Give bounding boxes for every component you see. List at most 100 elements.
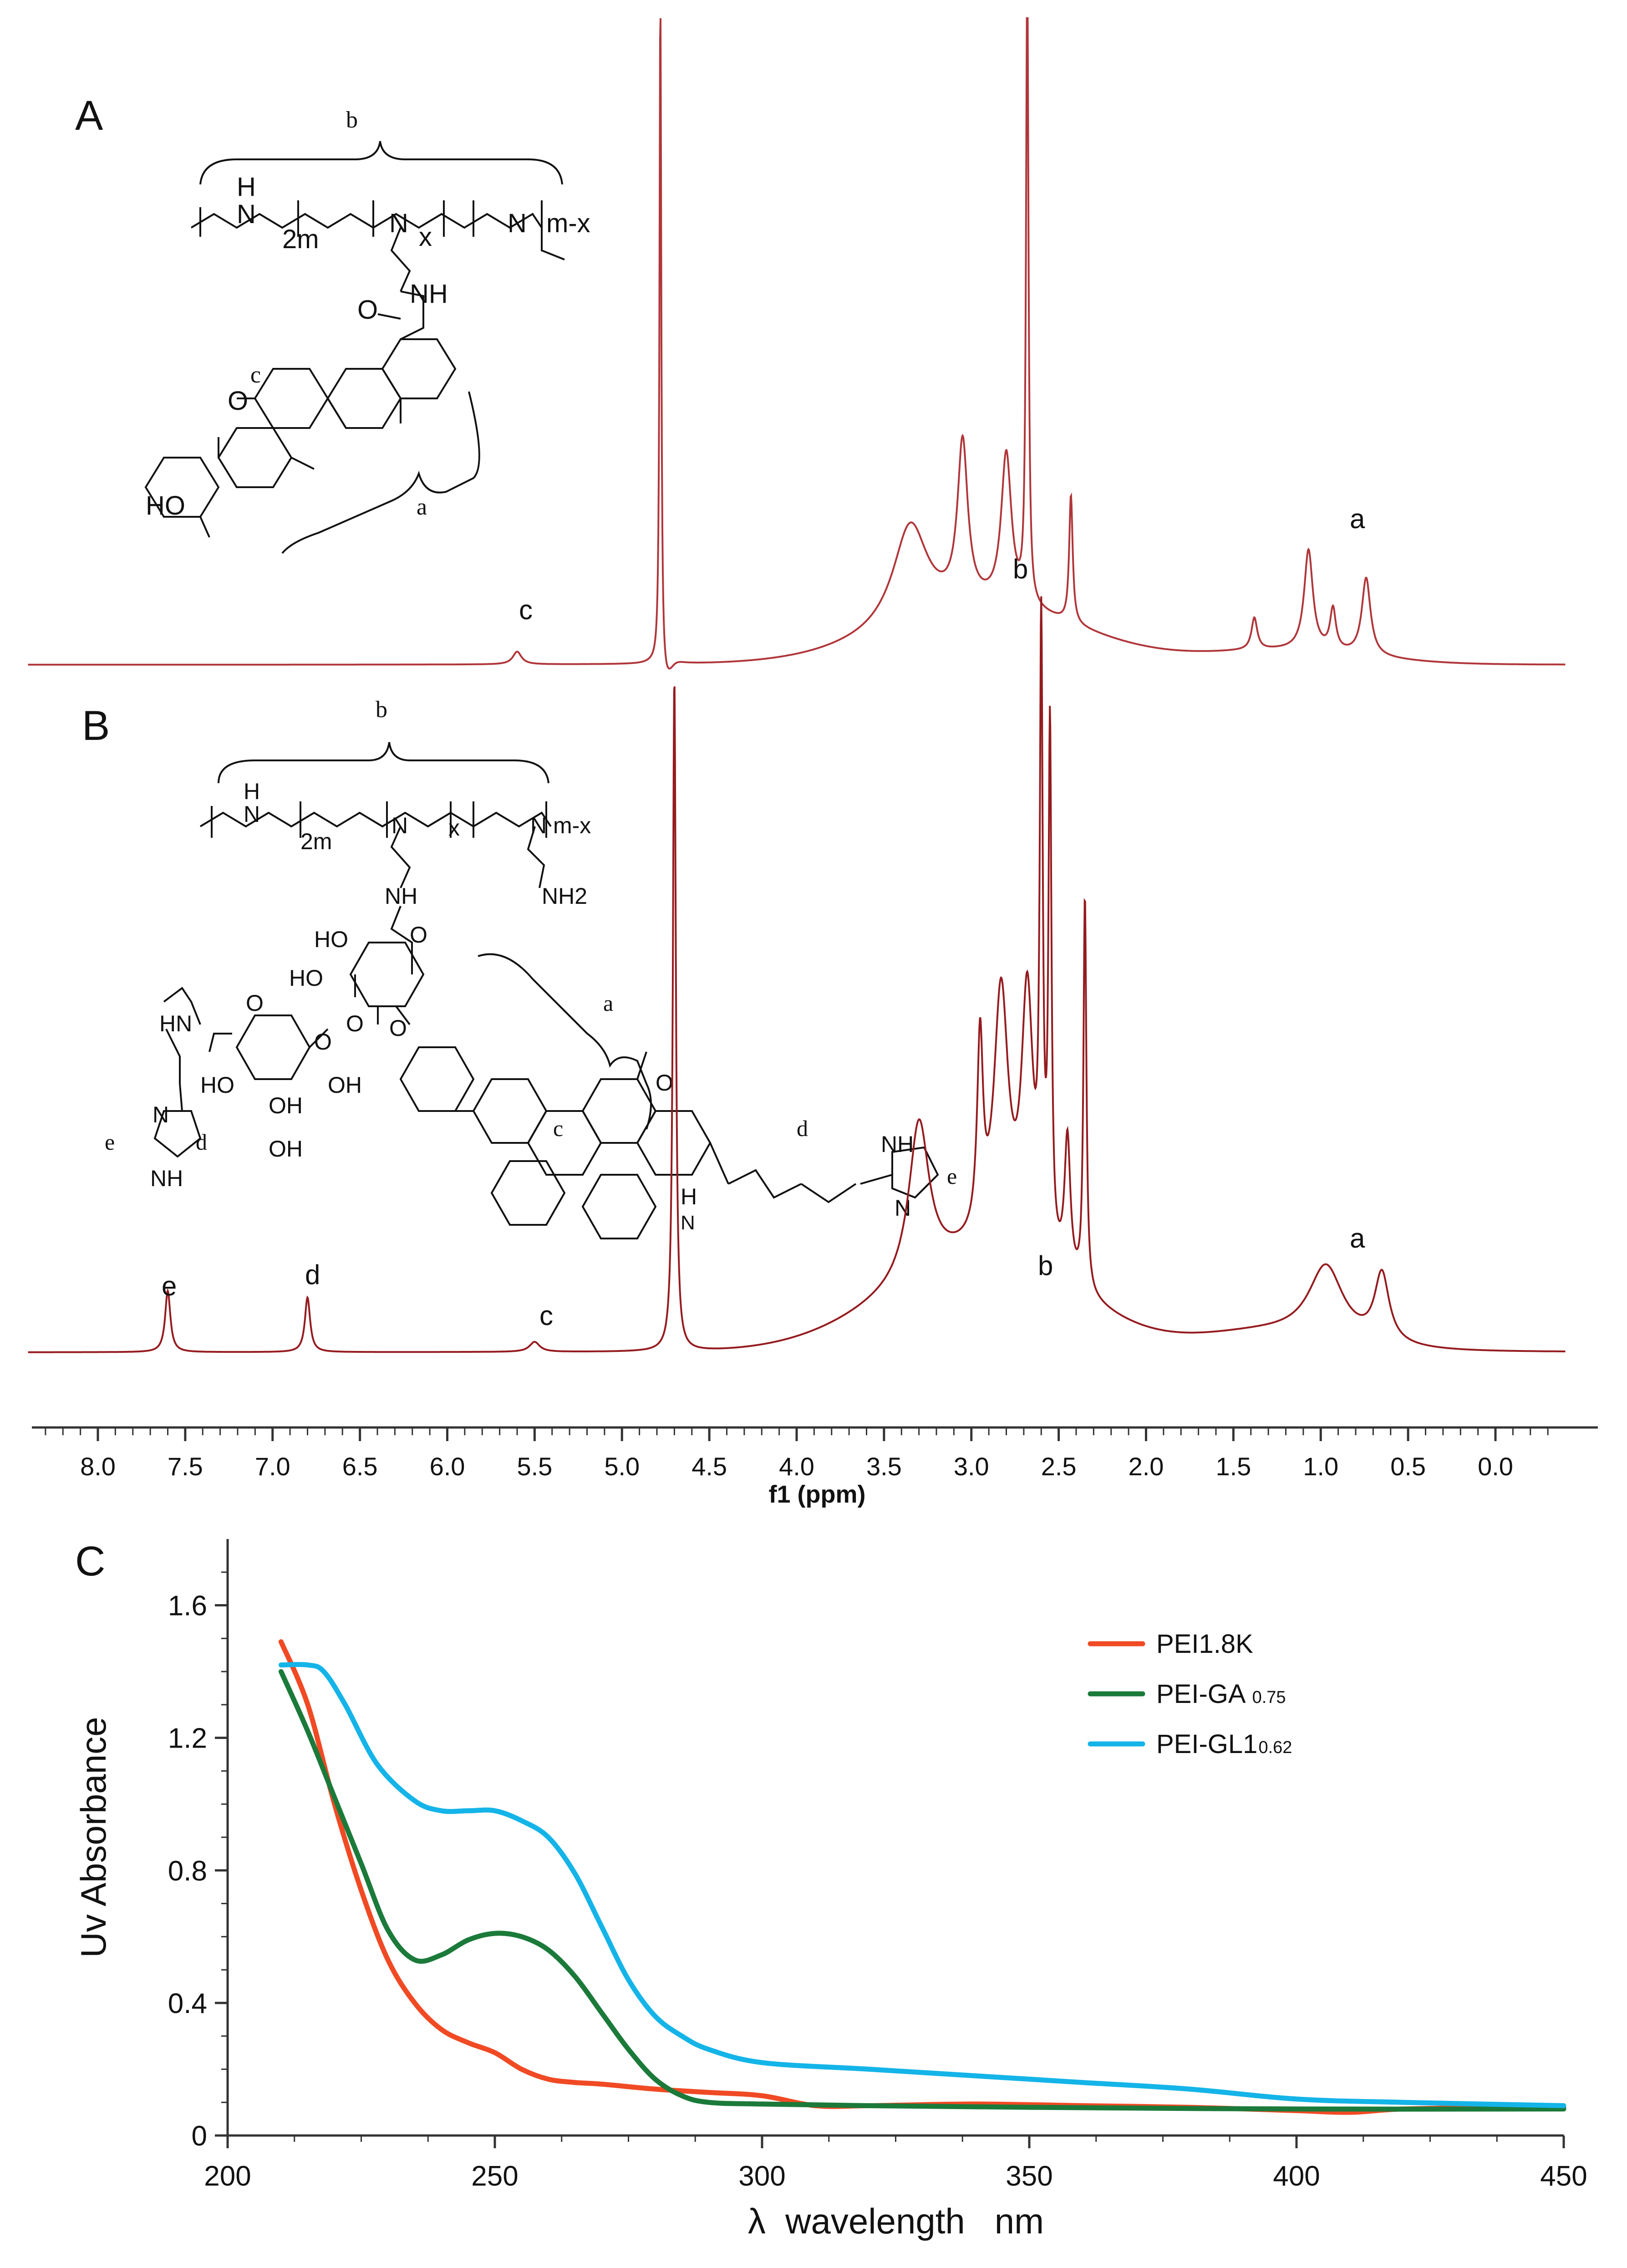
uv-lines	[278, 1639, 1566, 2115]
structure-b-atom-nh: NH	[385, 883, 417, 909]
panel-letter-a: A	[75, 92, 103, 139]
structure-b-atom-n2: N	[391, 813, 408, 838]
nmr-tick-label: 4.5	[691, 1452, 727, 1481]
nmr-a-trace	[28, 17, 1566, 670]
uv-legend: PEI1.8K PEI-GA 0.75 PEI-GL10.62	[1088, 1629, 1292, 1759]
nmr-tick-label: 3.5	[866, 1452, 902, 1481]
uv-x-tick-label: 250	[471, 2161, 518, 2192]
nmr-spectrum-b	[28, 596, 1566, 1353]
structure-b-brace-label: b	[376, 697, 387, 723]
nmr-axis-label: f1 (ppm)	[769, 1481, 866, 1508]
legend-label-pei-gl: PEI-GL10.62	[1156, 1729, 1292, 1759]
structure-b-atom-nh-ring: NH	[150, 1166, 183, 1191]
structure-a-sub-mx: m-x	[546, 209, 590, 238]
structure-b-atom-o3: O	[314, 1029, 332, 1055]
nmr-b-peak-label-c: c	[539, 1300, 553, 1331]
structure-b-atom-nh-right: NH	[881, 1131, 914, 1157]
structure-b-atom-oh3: OH	[269, 1136, 303, 1162]
uv-x-tick-label: 400	[1273, 2161, 1320, 2192]
uv-x-axis-label: λ wavelength nm	[748, 2201, 1044, 2241]
structure-b-atom-h: H	[244, 779, 260, 804]
uv-y-tick-label: 0.4	[168, 1988, 207, 2019]
structure-a-ring-label: c	[250, 362, 261, 388]
uv-y-tick-label: 0.8	[168, 1855, 207, 1887]
nmr-tick-label: 6.5	[342, 1452, 378, 1481]
nmr-tick-label: 5.0	[604, 1452, 640, 1481]
nmr-tick-label: 0.5	[1390, 1452, 1426, 1481]
nmr-tick-label: 8.0	[80, 1452, 116, 1481]
structure-b-atom-o2: O	[346, 1011, 364, 1036]
uv-y-axis-label: Uv Absorbance	[73, 1717, 113, 1958]
structure-a-region-label: a	[417, 494, 427, 520]
structure-b-ring-label: c	[553, 1116, 563, 1141]
structure-a-sub-2m: 2m	[282, 224, 319, 254]
uv-x-tick-label: 300	[738, 2161, 785, 2192]
nmr-b-peak-label-b: b	[1038, 1250, 1053, 1281]
nmr-tick-label: 5.5	[517, 1452, 552, 1481]
structure-b-atom-o1: O	[410, 922, 427, 948]
nmr-a-peak-label-a: a	[1350, 504, 1365, 534]
nmr-b-trace	[28, 596, 1566, 1353]
nmr-tick-label: 7.0	[255, 1452, 290, 1481]
structure-b-imidazole-d-left: d	[196, 1129, 207, 1155]
nmr-spectrum-a	[28, 17, 1566, 670]
structure-b-atom-o5: O	[246, 990, 264, 1016]
uv-ticks: 200 250 300 350 400 450 0 0.4 0.8 1.2 1.6	[168, 1571, 1587, 2192]
legend-label-pei-ga: PEI-GA 0.75	[1156, 1679, 1286, 1709]
nmr-tick-label: 7.5	[168, 1452, 203, 1481]
nmr-tick-label: 1.5	[1215, 1452, 1251, 1481]
uv-series-pei	[278, 1639, 1566, 2115]
structure-b-atom-o4: O	[389, 1015, 407, 1041]
nmr-tick-label: 2.5	[1041, 1452, 1077, 1481]
nmr-tick-label: 1.0	[1303, 1452, 1338, 1481]
nmr-a-peak-label-b: b	[1013, 554, 1028, 584]
structure-b-atom-ho1: HO	[314, 927, 348, 952]
nmr-a-peak-label-c: c	[519, 595, 533, 625]
structure-b-atom-n3: N	[530, 813, 547, 838]
structure-a-atom-n3: N	[508, 209, 527, 238]
structure-a	[144, 141, 565, 554]
structure-b-atom-oh1: OH	[328, 1072, 362, 1098]
structure-b-atom-hn: HN	[159, 1011, 192, 1036]
legend-label-pei: PEI1.8K	[1156, 1629, 1253, 1659]
structure-b	[153, 742, 939, 1239]
uv-y-tick-label: 1.6	[168, 1590, 207, 1622]
nmr-tick-label: 2.0	[1129, 1452, 1164, 1481]
structure-b-sub-mx: m-x	[553, 813, 591, 838]
structure-b-sub-x: x	[448, 815, 460, 841]
structure-a-atom-o2: O	[228, 386, 248, 416]
structure-b-atom-n-amide: N	[681, 1212, 695, 1234]
structure-b-atom-nh2: NH2	[542, 883, 587, 909]
nmr-tick-label: 3.0	[954, 1452, 989, 1481]
structure-a-atom-nh: NH	[410, 279, 448, 309]
structure-b-atom-n-right: N	[895, 1195, 911, 1221]
structure-a-atom-n1: N	[237, 199, 256, 229]
structure-a-atom-n2: N	[389, 209, 408, 238]
structure-b-sub-2m: 2m	[300, 829, 332, 854]
nmr-tick-label: 0.0	[1478, 1452, 1513, 1481]
structure-a-sub-x: x	[419, 222, 432, 252]
structure-b-atom-n4: N	[153, 1102, 169, 1127]
uv-x-tick-label: 350	[1006, 2161, 1052, 2192]
uv-y-tick-label: 0	[192, 2120, 207, 2152]
nmr-tick-label: 6.0	[430, 1452, 465, 1481]
nmr-tick-label: 4.0	[779, 1452, 814, 1481]
structure-b-atom-ho3: HO	[200, 1072, 234, 1098]
uv-series-pei-gl	[278, 1662, 1566, 2108]
structure-a-atom-ho: HO	[146, 491, 185, 520]
nmr-b-peak-label-d: d	[305, 1259, 320, 1290]
structure-b-atom-o6: O	[656, 1070, 673, 1096]
nmr-x-axis: 8.0 7.5 7.0 6.5 6.0 5.5 5.0 4.5 4.0 3.5 3.0 2.5 2.0 1…	[32, 1426, 1598, 1481]
structure-b-atom-h-amide: H	[681, 1184, 697, 1209]
nmr-b-peak-label-e: e	[162, 1271, 177, 1301]
structure-b-region-label: a	[603, 990, 613, 1016]
structure-a-brace-label: b	[346, 107, 358, 133]
structure-b-atom-ho2: HO	[289, 965, 323, 991]
structure-b-imidazole-d-right: d	[797, 1116, 808, 1141]
uv-series-pei-ga	[278, 1669, 1566, 2112]
structure-a-atom-o1: O	[357, 295, 378, 325]
panel-letter-c: C	[75, 1538, 105, 1585]
structure-b-imidazole-e-right: e	[947, 1163, 957, 1189]
uv-x-tick-label: 450	[1540, 2161, 1587, 2192]
